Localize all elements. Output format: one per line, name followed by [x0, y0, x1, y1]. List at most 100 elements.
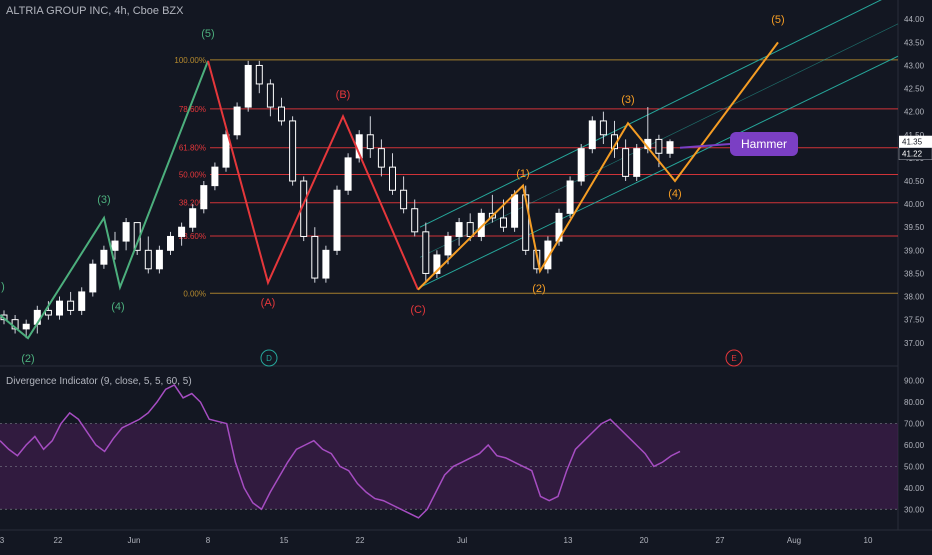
candle-body [144, 249, 152, 270]
candle-body [44, 309, 52, 316]
candle-body [633, 148, 641, 177]
wave-orange-label: (5) [771, 14, 784, 26]
price-tick-label: 39.50 [904, 223, 925, 232]
price-tick-label: 39.00 [904, 246, 925, 255]
candle-body [222, 134, 230, 168]
osc-tick-label: 80.00 [904, 398, 925, 407]
candle-body [255, 64, 263, 85]
candle-body [100, 249, 108, 265]
candle-body [266, 83, 274, 108]
candle-body [111, 240, 119, 251]
candle-body [344, 157, 352, 191]
wave-orange-label: (1) [516, 168, 529, 180]
candle-body [511, 194, 519, 228]
channel-upper [419, 0, 882, 228]
time-tick-label: 22 [54, 536, 63, 545]
indicator-title: Divergence Indicator (9, close, 5, 5, 60… [6, 376, 192, 387]
candle-body [233, 106, 241, 136]
price-tick-label: 44.00 [904, 15, 925, 24]
wave-green-label: ) [1, 281, 5, 293]
time-tick-label: 15 [280, 536, 289, 545]
candle-body [155, 249, 163, 270]
candle-body [622, 148, 630, 177]
wave-orange-path [417, 41, 779, 291]
price-tick-label: 43.50 [904, 38, 925, 47]
oscillator-line [0, 384, 681, 519]
osc-tick-label: 90.00 [904, 377, 925, 386]
current-price-label: 41.22 [902, 150, 923, 159]
wave-green-label: (4) [111, 301, 124, 313]
candle-body [89, 263, 97, 293]
candle-body [78, 291, 86, 311]
candle-body [500, 217, 507, 228]
candle-body [22, 323, 30, 330]
price-tick-label: 37.00 [904, 339, 925, 348]
wave-orange-label: (3) [621, 94, 634, 106]
candle-body [244, 64, 252, 108]
candle-body [278, 106, 285, 122]
price-tick-label: 40.50 [904, 177, 925, 186]
price-tick-label: 38.00 [904, 293, 925, 302]
time-tick-label: 8 [206, 536, 211, 545]
candle-body [411, 208, 419, 233]
wave-green-label: (3) [97, 194, 110, 206]
wave-orange-label: (4) [668, 188, 681, 200]
candle-body [444, 235, 452, 256]
candle-body [200, 185, 208, 210]
last-price-badge [899, 135, 932, 148]
wave-red-label: (C) [410, 304, 425, 316]
time-tick-label: 22 [356, 536, 365, 545]
circle-label-d: D [266, 354, 272, 363]
candle-body [544, 240, 552, 270]
hammer-label: Hammer [741, 137, 787, 151]
wave-orange-label: (2) [532, 283, 545, 295]
osc-band [0, 423, 898, 510]
candle-body [333, 189, 341, 251]
candle-body [189, 208, 197, 228]
wave-red-path [207, 60, 419, 291]
osc-tick-label: 40.00 [904, 484, 925, 493]
fib-level-label: 0.00% [183, 289, 206, 298]
candle-body [400, 189, 408, 210]
candle-body [588, 120, 596, 150]
candle-body [422, 231, 430, 274]
time-tick-label: 10 [864, 536, 873, 545]
candle-body [322, 249, 330, 279]
candle-body [67, 300, 75, 311]
price-tick-label: 42.00 [904, 108, 925, 117]
time-tick-label: Jul [457, 536, 467, 545]
candle-body [311, 235, 319, 279]
candle-body [655, 138, 663, 154]
candle-body [56, 300, 63, 316]
time-tick-label: Aug [787, 536, 801, 545]
wave-red-label: (B) [336, 89, 351, 101]
circle-marker-e [725, 349, 743, 367]
price-tick-label: 37.50 [904, 316, 925, 325]
time-tick-label: 27 [716, 536, 725, 545]
time-tick-label: Jun [128, 536, 141, 545]
candle-body [599, 120, 607, 136]
candle-body [566, 180, 574, 214]
hammer-callout-box [730, 132, 798, 156]
osc-tick-label: 30.00 [904, 505, 925, 514]
price-tick-label: 43.00 [904, 61, 925, 70]
wave-green-label: (5) [201, 28, 214, 40]
symbol-title: ALTRIA GROUP INC, 4h, Cboe BZX [6, 5, 184, 17]
fib-level-label: 78.60% [179, 105, 206, 114]
fib-level-label: 38.20% [179, 199, 206, 208]
candle-body [455, 222, 463, 237]
candle-body [466, 222, 474, 237]
wave-green-path [0, 60, 209, 340]
candle-body [122, 222, 130, 242]
time-tick-label: 3 [0, 536, 5, 545]
hammer-pointer [679, 143, 731, 149]
osc-tick-label: 50.00 [904, 462, 925, 471]
fib-level-label: 61.80% [179, 144, 206, 153]
last-price-label: 41.35 [902, 138, 923, 147]
fib-level-label: 100.00% [174, 56, 206, 65]
fib-level-label: 50.00% [179, 171, 206, 180]
candle-body [389, 166, 396, 191]
osc-tick-label: 60.00 [904, 441, 925, 450]
candle-body [377, 148, 385, 168]
